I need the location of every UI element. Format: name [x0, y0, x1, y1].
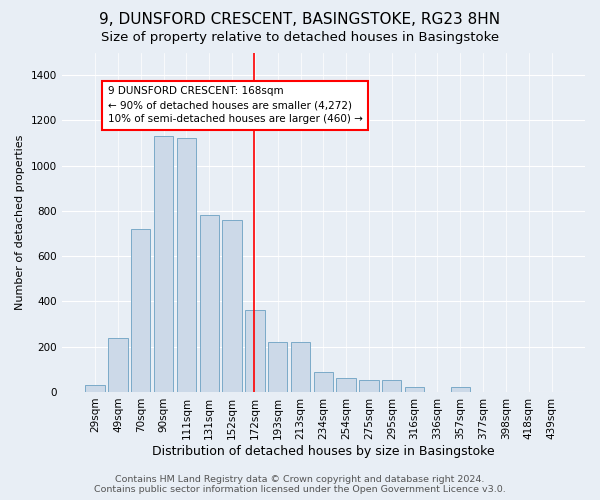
Bar: [177, 138, 196, 392]
Text: 9, DUNSFORD CRESCENT, BASINGSTOKE, RG23 8HN: 9, DUNSFORD CRESCENT, BASINGSTOKE, RG23 …: [100, 12, 500, 28]
X-axis label: Distribution of detached houses by size in Basingstoke: Distribution of detached houses by size …: [152, 444, 494, 458]
Bar: [223, 220, 242, 392]
Bar: [200, 216, 219, 392]
Bar: [291, 342, 310, 392]
Y-axis label: Number of detached properties: Number of detached properties: [15, 134, 25, 310]
Bar: [85, 385, 105, 392]
Bar: [451, 388, 470, 392]
Bar: [405, 388, 424, 392]
Bar: [108, 338, 128, 392]
Bar: [382, 380, 401, 392]
Bar: [268, 342, 287, 392]
Bar: [245, 310, 265, 392]
Bar: [131, 229, 151, 392]
Bar: [337, 378, 356, 392]
Text: 9 DUNSFORD CRESCENT: 168sqm
← 90% of detached houses are smaller (4,272)
10% of : 9 DUNSFORD CRESCENT: 168sqm ← 90% of det…: [108, 86, 362, 124]
Bar: [314, 372, 333, 392]
Bar: [359, 380, 379, 392]
Text: Size of property relative to detached houses in Basingstoke: Size of property relative to detached ho…: [101, 31, 499, 44]
Text: Contains HM Land Registry data © Crown copyright and database right 2024.
Contai: Contains HM Land Registry data © Crown c…: [94, 474, 506, 494]
Bar: [154, 136, 173, 392]
